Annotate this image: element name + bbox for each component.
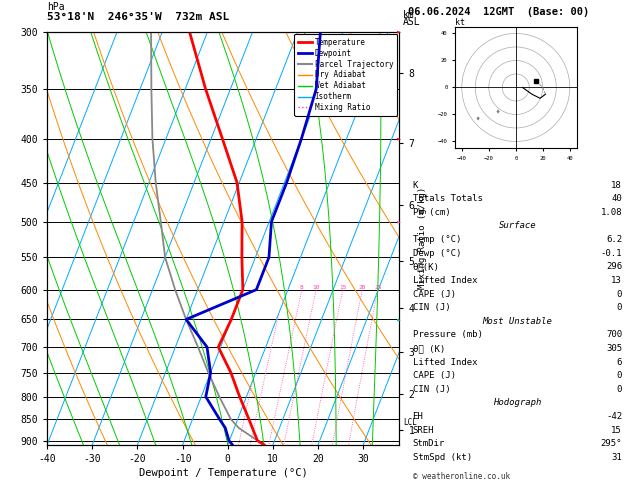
Text: 0: 0 [616, 290, 622, 298]
Text: CAPE (J): CAPE (J) [413, 371, 455, 380]
Text: 18: 18 [611, 181, 622, 190]
Text: θᴇ (K): θᴇ (K) [413, 344, 445, 353]
Text: StmSpd (kt): StmSpd (kt) [413, 453, 472, 462]
Text: ►: ► [398, 29, 401, 35]
Text: 0: 0 [616, 385, 622, 394]
Text: 6: 6 [616, 358, 622, 366]
Text: 25: 25 [374, 285, 382, 290]
Text: Hodograph: Hodograph [493, 399, 542, 407]
Y-axis label: Mixing Ratio (g/kg): Mixing Ratio (g/kg) [418, 187, 428, 289]
Text: Dewp (°C): Dewp (°C) [413, 249, 461, 258]
Text: StmDir: StmDir [413, 439, 445, 448]
Text: 10: 10 [313, 285, 320, 290]
Text: kt: kt [455, 17, 465, 27]
Text: 06.06.2024  12GMT  (Base: 00): 06.06.2024 12GMT (Base: 00) [408, 7, 589, 17]
Text: Lifted Index: Lifted Index [413, 276, 477, 285]
Text: 53°18'N  246°35'W  732m ASL: 53°18'N 246°35'W 732m ASL [47, 12, 230, 22]
Text: Pressure (mb): Pressure (mb) [413, 330, 482, 339]
Text: km: km [403, 10, 415, 19]
Text: ►: ► [398, 219, 401, 225]
Text: θᴇ(K): θᴇ(K) [413, 262, 440, 271]
Text: 0: 0 [616, 303, 622, 312]
Text: ♦: ♦ [476, 116, 479, 122]
Text: Lifted Index: Lifted Index [413, 358, 477, 366]
Text: ♦: ♦ [496, 109, 500, 116]
Text: LCL: LCL [404, 418, 418, 427]
Text: 700: 700 [606, 330, 622, 339]
Legend: Temperature, Dewpoint, Parcel Trajectory, Dry Adiabat, Wet Adiabat, Isotherm, Mi: Temperature, Dewpoint, Parcel Trajectory… [294, 34, 397, 116]
Text: EH: EH [413, 412, 423, 421]
Text: 31: 31 [611, 453, 622, 462]
Text: 13: 13 [611, 276, 622, 285]
Text: CIN (J): CIN (J) [413, 303, 450, 312]
Text: 20: 20 [359, 285, 366, 290]
Text: ►: ► [398, 316, 401, 322]
Text: 296: 296 [606, 262, 622, 271]
Text: Surface: Surface [499, 222, 536, 230]
Text: 1.08: 1.08 [601, 208, 622, 217]
Text: K: K [413, 181, 418, 190]
Text: -0.1: -0.1 [601, 249, 622, 258]
Text: Most Unstable: Most Unstable [482, 317, 552, 326]
Text: PW (cm): PW (cm) [413, 208, 450, 217]
Text: hPa: hPa [47, 2, 65, 12]
Text: 305: 305 [606, 344, 622, 353]
Text: © weatheronline.co.uk: © weatheronline.co.uk [413, 472, 509, 481]
Text: 15: 15 [339, 285, 347, 290]
Text: 15: 15 [611, 426, 622, 434]
Text: Totals Totals: Totals Totals [413, 194, 482, 203]
Text: SREH: SREH [413, 426, 434, 434]
Text: 6.2: 6.2 [606, 235, 622, 244]
Text: -42: -42 [606, 412, 622, 421]
Text: ASL: ASL [403, 17, 420, 27]
Text: 40: 40 [611, 194, 622, 203]
Text: 0: 0 [616, 371, 622, 380]
Text: CAPE (J): CAPE (J) [413, 290, 455, 298]
Text: 8: 8 [300, 285, 304, 290]
Text: 295°: 295° [601, 439, 622, 448]
Text: ►: ► [398, 136, 401, 142]
X-axis label: Dewpoint / Temperature (°C): Dewpoint / Temperature (°C) [139, 468, 308, 478]
Text: Temp (°C): Temp (°C) [413, 235, 461, 244]
Text: CIN (J): CIN (J) [413, 385, 450, 394]
